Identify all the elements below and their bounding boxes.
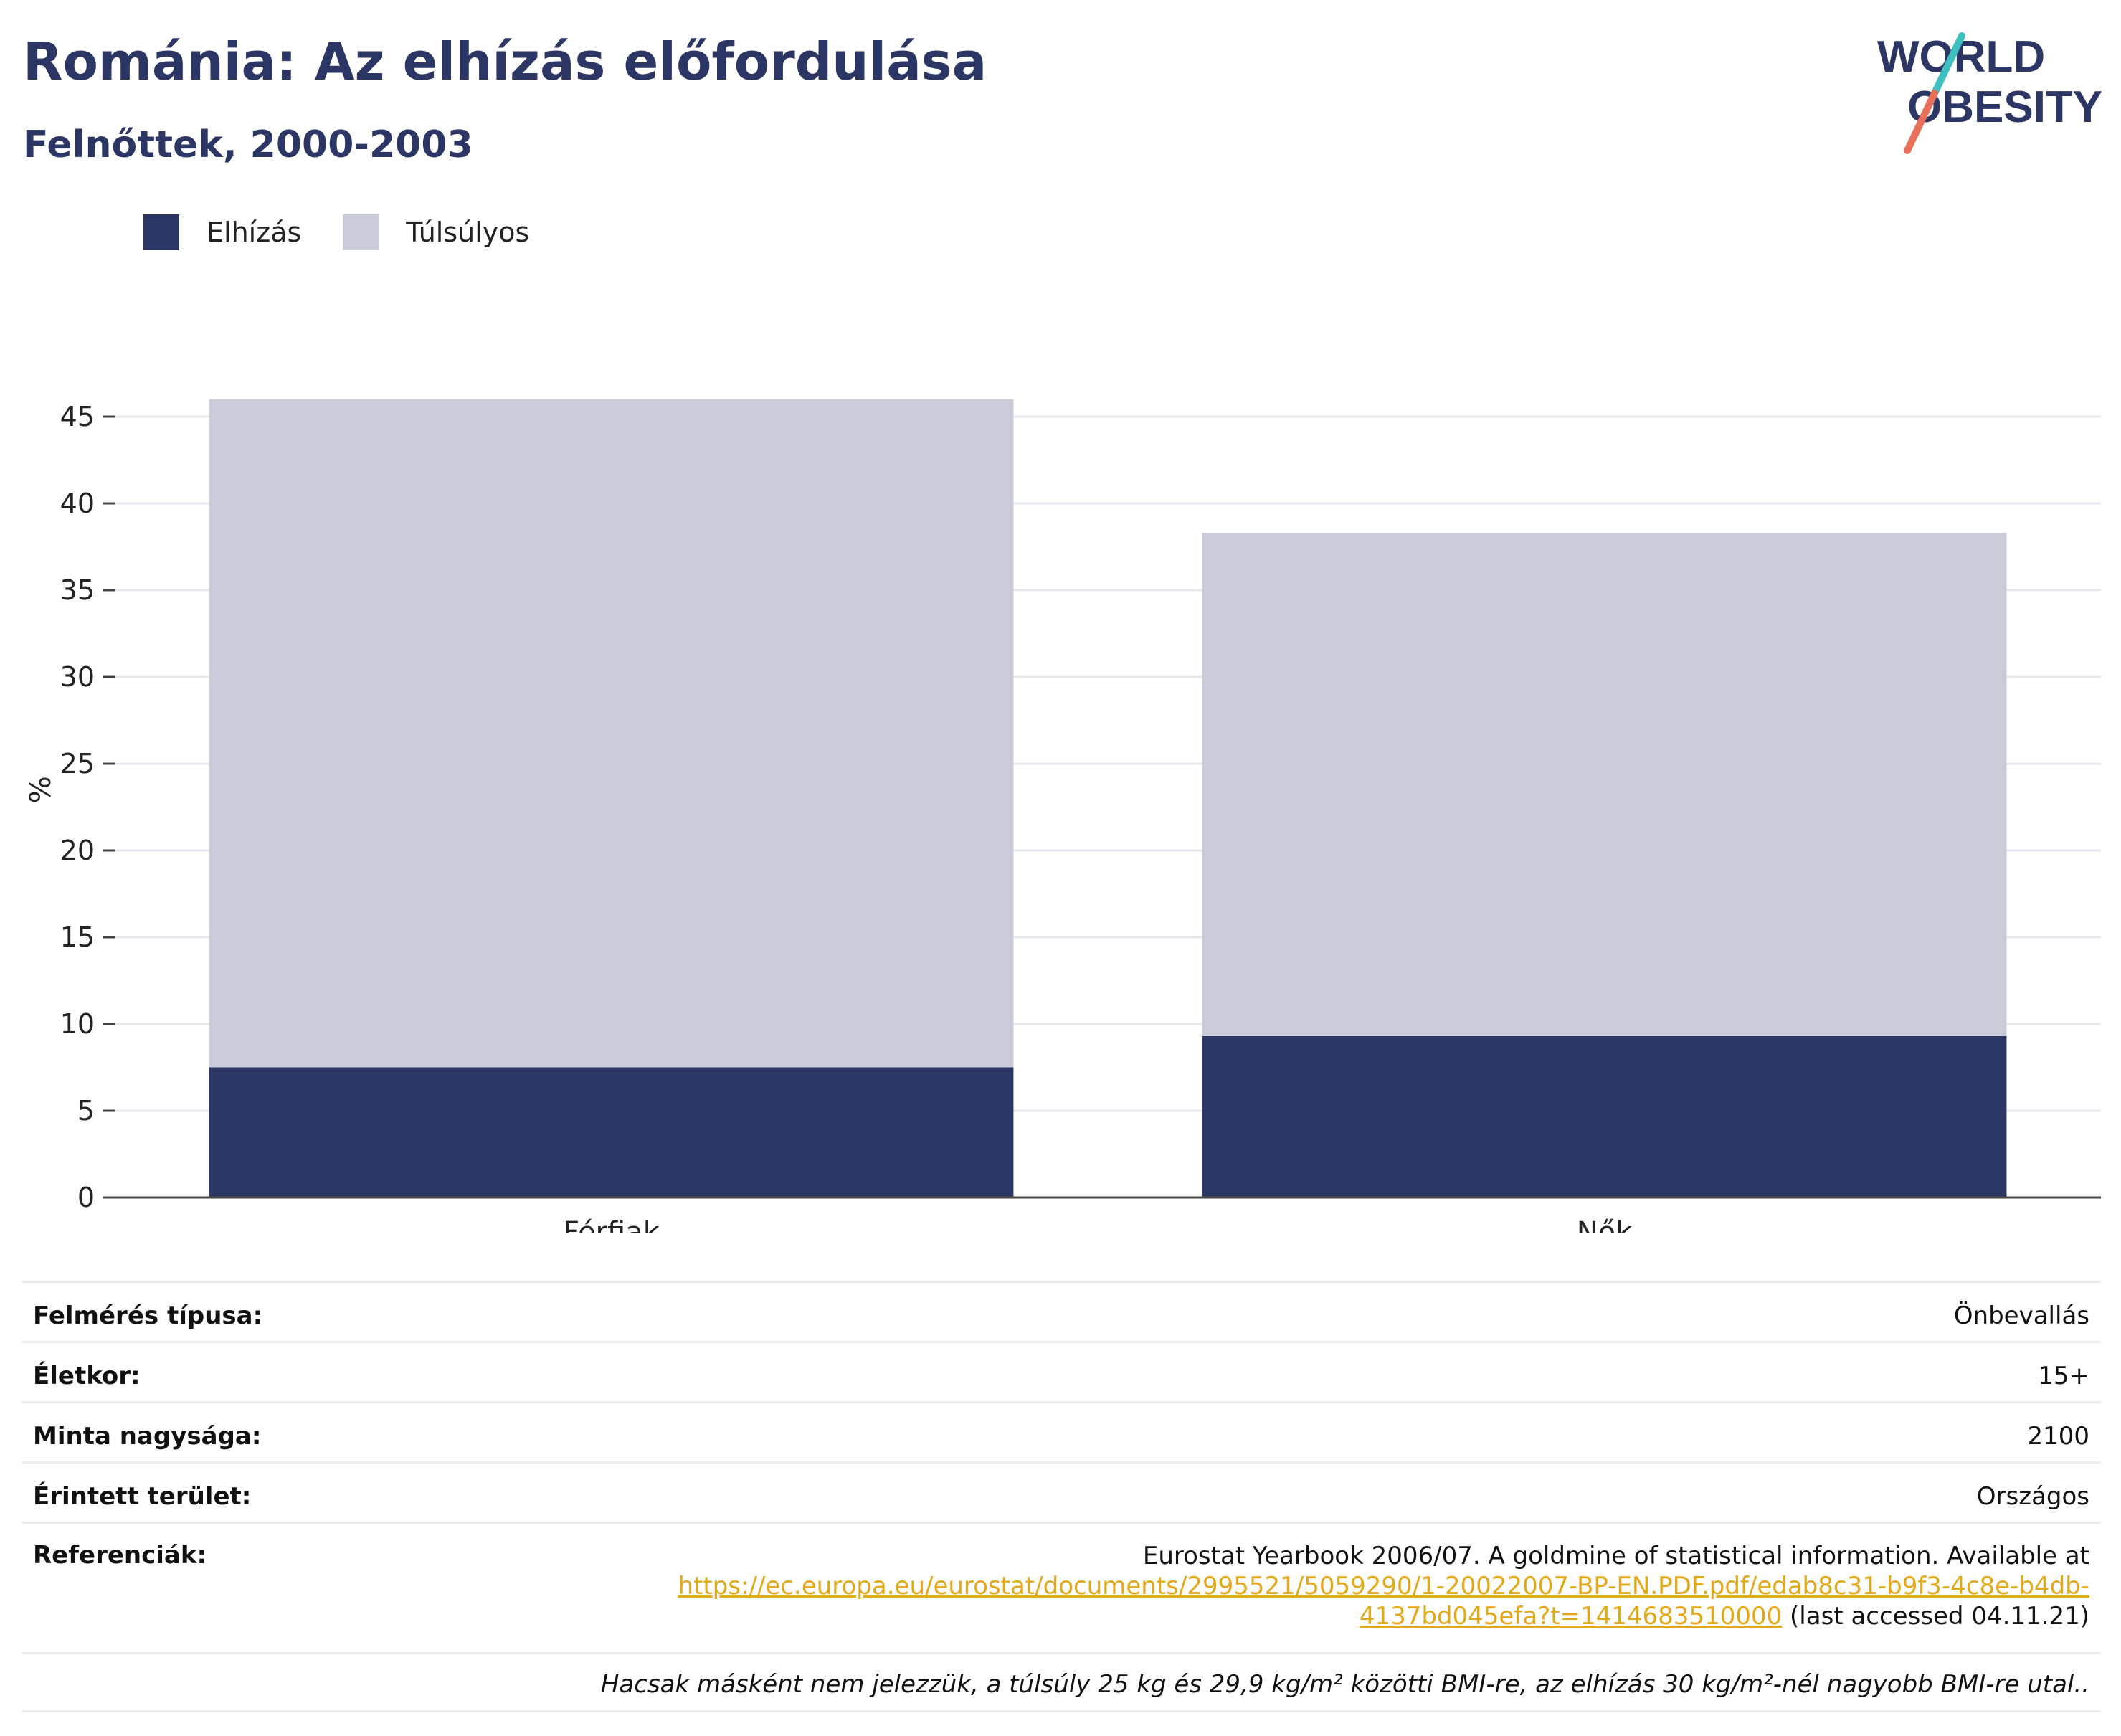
- legend-item-obesity: Elhízás: [143, 214, 301, 250]
- y-tick-label: 30: [60, 661, 95, 693]
- meta-row-references: Referenciák: Eurostat Yearbook 2006/07. …: [22, 1522, 2101, 1652]
- y-axis-label: %: [24, 776, 57, 803]
- stacked-bar-chart: 0 5 10 15 20 25 30 35 40 45% Férfiak Nők: [24, 399, 2101, 1233]
- legend-swatch-obesity: [143, 214, 179, 250]
- logo-slash-teal: [1931, 32, 1965, 97]
- x-tick-label: Férfiak: [563, 1216, 660, 1233]
- survey-metadata-table: Felmérés típusa: Önbevallás Életkor: 15+…: [22, 1281, 2101, 1712]
- logo-slash-coral: [1904, 90, 1938, 154]
- legend-swatch-overweight: [343, 214, 379, 250]
- bar-overweight: [1202, 533, 2007, 1036]
- logo-line2: OBESITY: [1907, 82, 2102, 132]
- y-tick-label: 5: [77, 1095, 95, 1126]
- reference-text: Eurostat Yearbook 2006/07. A goldmine of…: [1142, 1542, 2089, 1570]
- page-title: Románia: Az elhízás előfordulása: [23, 32, 987, 92]
- meta-row-age: Életkor: 15+: [22, 1341, 2101, 1401]
- meta-row-survey-type: Felmérés típusa: Önbevallás: [22, 1281, 2101, 1341]
- bar-obesity: [209, 1067, 1014, 1197]
- survey-type-label: Felmérés típusa:: [33, 1301, 263, 1330]
- y-tick-label: 10: [60, 1008, 95, 1040]
- y-tick-label: 0: [77, 1182, 95, 1213]
- survey-type-value: Önbevallás: [1953, 1301, 2089, 1330]
- y-tick-label: 15: [60, 921, 95, 953]
- bar-obesity: [1202, 1035, 2007, 1197]
- page-subtitle: Felnőttek, 2000-2003: [23, 123, 473, 166]
- x-tick-label: Nők: [1577, 1216, 1633, 1233]
- meta-row-sample: Minta nagysága: 2100: [22, 1401, 2101, 1461]
- age-value: 15+: [2038, 1362, 2089, 1390]
- legend-label-overweight: Túlsúlyos: [406, 217, 530, 248]
- bar-overweight: [209, 399, 1014, 1068]
- reference-link-part1[interactable]: https://ec.europa.eu/eurostat/documents/…: [678, 1572, 2089, 1600]
- chart-legend: Elhízás Túlsúlyos: [143, 211, 571, 254]
- world-obesity-logo: WORLD OBESITY: [1877, 32, 2102, 154]
- y-tick-label: 40: [60, 488, 95, 519]
- y-tick-label: 20: [60, 835, 95, 866]
- y-tick-label: 45: [60, 401, 95, 432]
- sample-size-label: Minta nagysága:: [33, 1422, 262, 1451]
- references-value: Eurostat Yearbook 2006/07. A goldmine of…: [678, 1541, 2089, 1631]
- bmi-definition-note: Hacsak másként nem jelezzük, a túlsúly 2…: [22, 1652, 2101, 1712]
- legend-label-obesity: Elhízás: [207, 217, 302, 248]
- legend-item-overweight: Túlsúlyos: [343, 214, 529, 250]
- y-tick-label: 35: [60, 574, 95, 606]
- age-label: Életkor:: [33, 1362, 141, 1390]
- area-label: Érintett terület:: [33, 1482, 252, 1511]
- reference-accessed-note: (last accessed 04.11.21): [1782, 1602, 2089, 1631]
- meta-row-area: Érintett terület: Országos: [22, 1461, 2101, 1522]
- reference-link-part2[interactable]: 4137bd045efa?t=1414683510000: [1359, 1602, 1783, 1631]
- sample-size-value: 2100: [2027, 1422, 2089, 1451]
- references-label: Referenciák:: [33, 1541, 207, 1570]
- y-tick-label: 25: [60, 748, 95, 779]
- area-value: Országos: [1976, 1482, 2089, 1511]
